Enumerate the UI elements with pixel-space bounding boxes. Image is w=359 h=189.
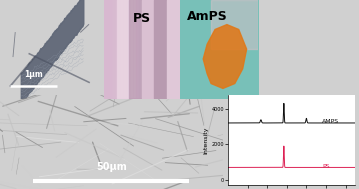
Text: 1μm: 1μm xyxy=(24,70,43,79)
Text: AMPS: AMPS xyxy=(322,119,339,124)
FancyBboxPatch shape xyxy=(211,0,258,49)
Polygon shape xyxy=(203,25,247,88)
Text: PS: PS xyxy=(133,12,151,25)
Y-axis label: Intensity: Intensity xyxy=(204,126,209,154)
Text: AmPS: AmPS xyxy=(187,10,228,23)
Text: 50μm: 50μm xyxy=(96,162,127,172)
Text: PS: PS xyxy=(322,163,330,169)
